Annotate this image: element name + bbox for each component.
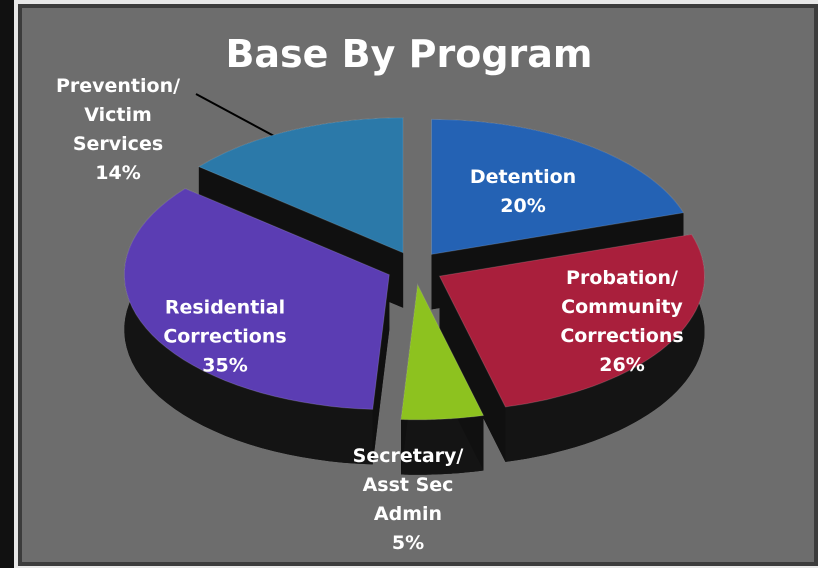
slice-side — [505, 234, 705, 462]
slice — [197, 117, 404, 254]
category-label: Probation/ Community Corrections — [560, 267, 684, 347]
slice — [123, 188, 390, 410]
slice — [431, 118, 685, 255]
slice-label: Residential Corrections 35% — [155, 294, 295, 381]
category-label: Detention — [469, 166, 577, 188]
slice-label: Prevention/ Victim Services 14% — [48, 72, 188, 188]
value-label: 14% — [95, 162, 141, 184]
slice-label: Detention 20% — [453, 163, 593, 221]
category-label: Prevention/ Victim Services — [55, 75, 181, 155]
value-label: 5% — [391, 532, 425, 554]
slice-side — [439, 276, 506, 462]
frame-edge — [0, 0, 14, 568]
slice — [400, 283, 485, 421]
slice-label: Probation/ Community Corrections 26% — [552, 264, 692, 380]
value-label: 35% — [202, 354, 248, 377]
category-label: Secretary/ Asst Sec Admin — [352, 445, 464, 525]
slice-side — [401, 415, 484, 475]
slice-label: Secretary/ Asst Sec Admin 5% — [338, 442, 478, 558]
category-label: Residential Corrections — [163, 296, 287, 348]
value-label: 26% — [599, 354, 645, 376]
slice-side — [124, 188, 373, 465]
slice — [438, 233, 706, 408]
chart-title: Base By Program — [225, 32, 593, 76]
value-label: 20% — [500, 195, 546, 217]
